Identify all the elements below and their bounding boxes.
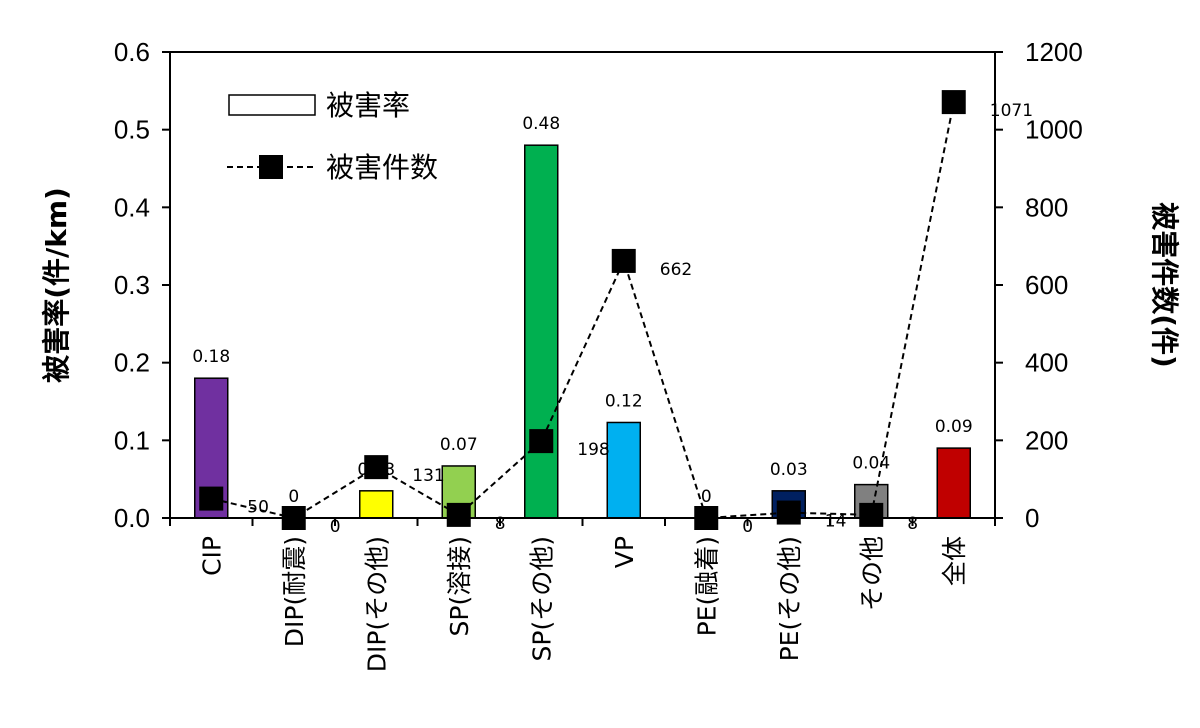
legend-label-rate: 被害率 <box>326 89 410 122</box>
category-label-0: CIP <box>197 536 226 576</box>
bar-label-1: 0 <box>288 487 299 507</box>
bar-label-0: 0.18 <box>192 347 230 367</box>
bar-label-9: 0.09 <box>935 417 973 437</box>
count-label-4: 198 <box>577 440 609 460</box>
category-label-5: VP <box>610 536 639 568</box>
count-marker-9 <box>941 90 966 115</box>
y-tick-label: 0.4 <box>114 192 150 222</box>
count-label-8: 8 <box>907 514 918 534</box>
y-tick-label: 0.5 <box>114 115 150 145</box>
y2-tick-label: 600 <box>1025 270 1068 300</box>
bars <box>194 144 971 519</box>
category-label-4: SP(その他) <box>527 536 556 661</box>
count-label-2: 131 <box>412 466 444 486</box>
count-marker-4 <box>529 429 554 454</box>
bar-label-2: 0.03 <box>357 460 395 480</box>
y2-tick-label: 0 <box>1025 503 1039 533</box>
count-label-6: 0 <box>742 517 753 537</box>
legend-label-count: 被害件数 <box>326 151 438 184</box>
bar-4 <box>524 144 559 519</box>
category-label-9: 全体 <box>940 536 969 586</box>
y-tick-label: 0.0 <box>114 503 150 533</box>
bar-label-5: 0.12 <box>605 391 643 411</box>
count-line-path <box>211 101 955 520</box>
y2-tick-label: 400 <box>1025 348 1068 378</box>
y-axis-title: 被害率(件/km) <box>40 187 73 383</box>
y-tick-label: 0.1 <box>114 425 150 455</box>
bar-label-4: 0.48 <box>522 114 560 134</box>
count-marker-7 <box>776 500 801 525</box>
bar-label-8: 0.04 <box>852 454 890 474</box>
count-label-5: 662 <box>660 260 692 280</box>
count-marker-0 <box>199 486 224 511</box>
bar-5 <box>606 421 641 519</box>
bar-9 <box>936 447 971 519</box>
count-label-0: 50 <box>247 498 269 518</box>
category-label-8: その他 <box>857 536 886 611</box>
category-label-7: PE(その他) <box>775 536 804 661</box>
category-label-1: DIP(耐震) <box>280 536 309 647</box>
bar-2 <box>359 490 394 519</box>
category-label-3: SP(溶接) <box>445 536 474 636</box>
y2-tick-label: 800 <box>1025 192 1068 222</box>
data-labels: 0.18 0 0.03 0.07 0.48 0.12 0 0.03 0.04 0.09 50 0 131… <box>192 101 1033 537</box>
bar-label-3: 0.07 <box>440 435 478 455</box>
y2-axis-title: 被害件数(件) <box>1148 202 1181 368</box>
category-label-2: DIP(その他) <box>362 536 391 672</box>
y-tick-label: 0.3 <box>114 270 150 300</box>
legend-swatch-rate <box>228 94 316 116</box>
y-tick-label: 0.6 <box>114 37 150 67</box>
count-marker-3 <box>446 502 471 527</box>
category-label-6: PE(融着) <box>692 536 721 636</box>
y2-tick-label: 200 <box>1025 425 1068 455</box>
y-tick-label: 0.2 <box>114 348 150 378</box>
count-marker-5 <box>611 248 636 273</box>
y2-tick-label: 1000 <box>1025 115 1083 145</box>
count-label-1: 0 <box>330 517 341 537</box>
count-line <box>199 90 966 530</box>
legend-marker-count <box>259 155 283 179</box>
count-label-3: 8 <box>495 514 506 534</box>
bar-label-7: 0.03 <box>770 460 808 480</box>
bar-label-6: 0 <box>701 487 712 507</box>
y2-tick-label: 1200 <box>1025 37 1083 67</box>
count-marker-8 <box>859 502 884 527</box>
count-label-9: 1071 <box>990 101 1033 121</box>
axes: 0.00.10.20.30.40.50.60200400600800100012… <box>40 37 1181 672</box>
count-marker-2 <box>364 455 389 480</box>
count-label-7: 14 <box>825 512 847 532</box>
